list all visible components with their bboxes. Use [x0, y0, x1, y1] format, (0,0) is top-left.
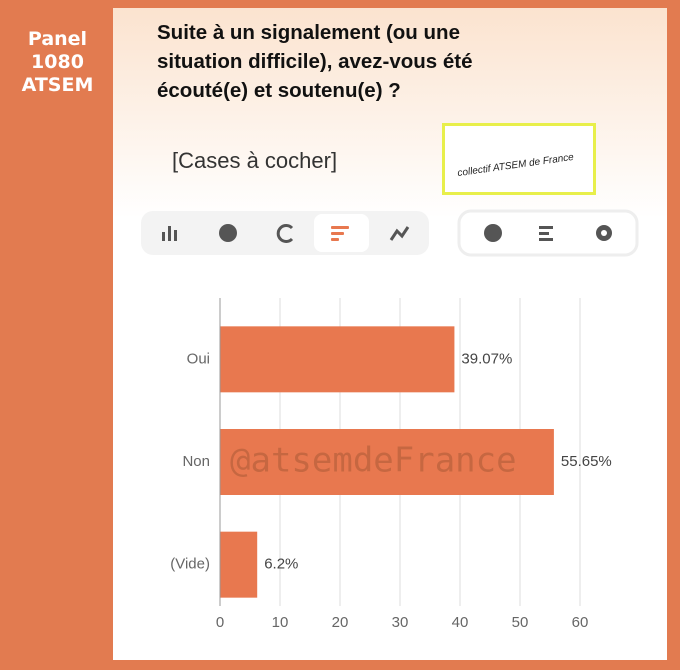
icon-list[interactable] — [539, 226, 553, 241]
watermark: @atsemdeFrance — [230, 441, 517, 481]
y-tick-label: Oui — [187, 350, 210, 367]
bar — [220, 531, 258, 598]
panel-line: ATSEM — [21, 74, 94, 96]
panel-label: Panel 1080 ATSEM — [10, 28, 105, 97]
panel-line: 1080 — [31, 51, 84, 73]
icon-settings-hole — [601, 230, 607, 236]
icon-hbar[interactable] — [331, 226, 349, 241]
x-tick-label: 10 — [272, 614, 289, 631]
icon-pie[interactable] — [219, 224, 237, 242]
question-title: Suite à un signalement (ou une situation… — [157, 21, 473, 102]
y-tick-label: (Vide) — [170, 556, 210, 573]
icon-palette[interactable] — [484, 224, 502, 242]
bar — [220, 326, 455, 393]
data-label: 6.2% — [264, 556, 298, 573]
data-label: 39.07% — [461, 350, 512, 367]
x-tick-label: 30 — [392, 614, 409, 631]
y-tick-label: Non — [182, 453, 210, 470]
x-tick-label: 20 — [332, 614, 349, 631]
data-label: 55.65% — [561, 453, 612, 470]
x-tick-label: 0 — [216, 614, 224, 631]
icon-column[interactable] — [162, 226, 177, 241]
icon-donut[interactable] — [276, 224, 294, 243]
icon-line[interactable] — [389, 226, 410, 241]
x-tick-label: 50 — [512, 614, 529, 631]
question-type: [Cases à cocher] — [172, 148, 338, 173]
toolbar — [141, 209, 639, 257]
chart-type-bar — [141, 211, 429, 255]
x-tick-label: 60 — [572, 614, 589, 631]
bar — [220, 429, 554, 495]
panel-line: Panel — [27, 28, 88, 50]
x-tick-label: 40 — [452, 614, 469, 631]
logo: collectif ATSEM de France — [442, 123, 596, 195]
